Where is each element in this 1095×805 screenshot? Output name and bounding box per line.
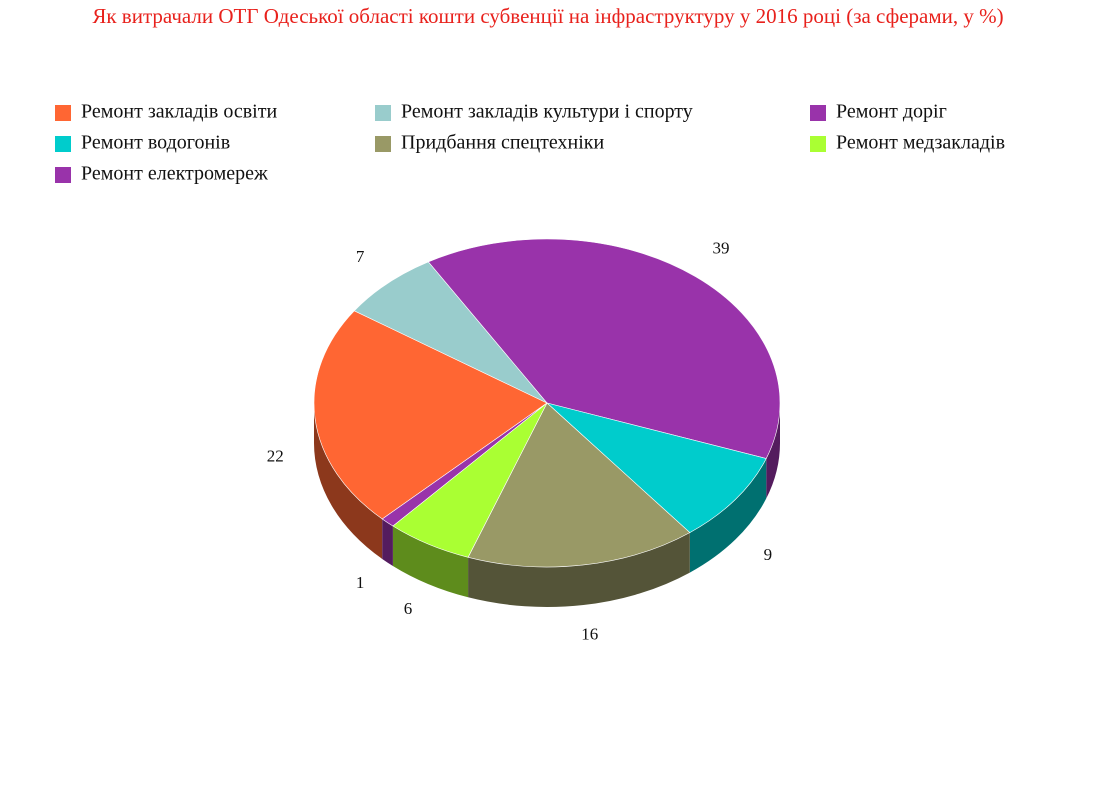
- pie-slice-side: [468, 532, 690, 607]
- legend-swatch: [375, 105, 391, 121]
- pie-slice-side: [766, 403, 780, 499]
- legend-swatch: [375, 136, 391, 152]
- pie-slice-side: [382, 518, 393, 567]
- data-label: 16: [581, 624, 598, 643]
- pie-slice: [313, 310, 548, 520]
- pie-slice: [467, 402, 691, 568]
- pie-slice: [381, 402, 548, 527]
- pie-slice: [546, 402, 767, 533]
- data-label: 39: [713, 239, 730, 258]
- legend-label: Ремонт водогонів: [81, 132, 230, 154]
- data-label: 7: [356, 247, 365, 266]
- legend-label: Ремонт закладів освіти: [81, 101, 277, 123]
- legend-label: Ремонт електромереж: [81, 163, 268, 185]
- legend-label: Ремонт доріг: [836, 101, 947, 123]
- chart-title: Як витрачали ОТГ Одеської області кошти …: [92, 4, 1003, 28]
- data-label: 6: [404, 599, 413, 618]
- legend-label: Ремонт медзакладів: [836, 132, 1005, 154]
- pie-slice: [427, 238, 781, 459]
- legend-label: Придбання спецтехніки: [401, 132, 604, 154]
- legend-label: Ремонт закладів культури і спорту: [401, 101, 693, 123]
- data-label: 1: [356, 573, 365, 592]
- data-label: 9: [764, 545, 773, 564]
- legend-swatch: [55, 136, 71, 152]
- legend-swatch: [55, 167, 71, 183]
- legend-swatch: [810, 136, 826, 152]
- pie-slice: [353, 261, 548, 404]
- legend-swatch: [55, 105, 71, 121]
- pie-slice-side: [314, 403, 383, 559]
- data-label: 22: [267, 447, 284, 466]
- pie-slice-side: [392, 526, 469, 598]
- legend-swatch: [810, 105, 826, 121]
